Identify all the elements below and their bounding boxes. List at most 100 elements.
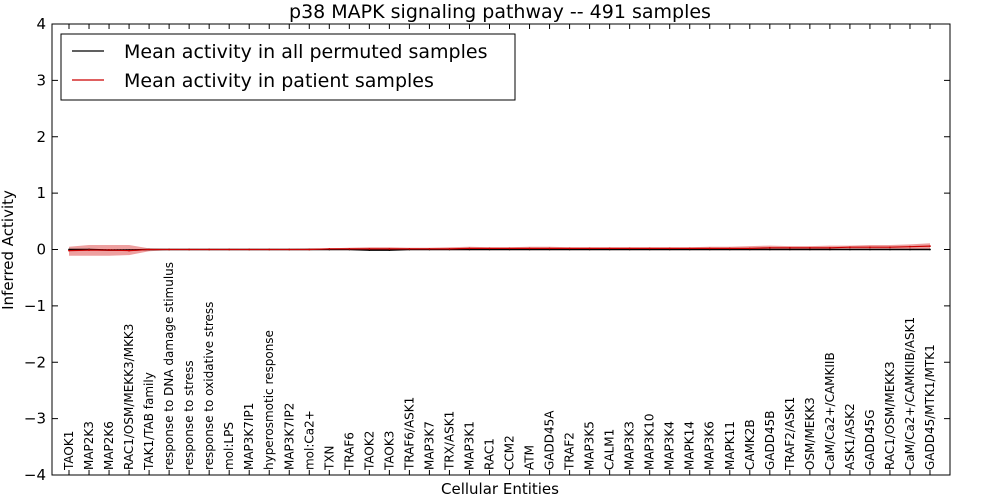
y-tick-label: −4 xyxy=(24,466,46,484)
patient-point xyxy=(688,247,691,250)
x-tick-label: ASK1/ASK2 xyxy=(843,403,857,470)
y-tick-label: 0 xyxy=(36,241,46,259)
x-tick-label: OSM/MEKK3 xyxy=(803,397,817,470)
patient-point xyxy=(408,248,411,250)
x-tick-label: CALM1 xyxy=(603,429,617,470)
y-tick-label: −2 xyxy=(24,353,46,371)
patient-point xyxy=(508,247,511,250)
patient-point xyxy=(748,247,751,250)
patient-point xyxy=(668,247,671,250)
patient-point xyxy=(648,247,651,250)
patient-point xyxy=(428,248,431,250)
x-tick-label: MAP3K3 xyxy=(623,421,637,470)
patient-point xyxy=(708,247,711,250)
x-tick-label: RAC1/OSM/MEKK3/MKK3 xyxy=(122,324,136,470)
x-tick-label: TXN xyxy=(322,445,336,471)
x-tick-label: MAP3K7IP2 xyxy=(282,403,296,470)
y-tick-label: 1 xyxy=(36,184,46,202)
patient-point xyxy=(768,246,771,249)
x-tick-label: MAP3K7 xyxy=(422,421,436,470)
patient-point xyxy=(188,248,191,251)
permuted-point xyxy=(828,248,831,251)
permuted-point xyxy=(849,248,851,251)
x-tick-label: MAP3K1 xyxy=(462,421,476,470)
chart-title: p38 MAPK signaling pathway -- 491 sample… xyxy=(289,1,711,23)
x-tick-label: GADD45A xyxy=(543,410,557,470)
patient-point xyxy=(368,248,371,250)
x-tick-label: hyperosmotic response xyxy=(262,330,276,470)
patient-point xyxy=(929,245,931,248)
x-tick-label: TAK1/TAB family xyxy=(142,372,156,471)
y-tick-label: 2 xyxy=(36,128,46,146)
patient-mean-line xyxy=(68,245,931,252)
x-tick-label: MAP3K10 xyxy=(643,413,657,470)
x-tick-label: GADD45G xyxy=(863,409,877,470)
x-tick-label: mol:Ca2+ xyxy=(302,410,316,470)
x-tick-label: CCM2 xyxy=(503,435,517,470)
patient-point xyxy=(808,246,811,249)
x-tick-label: RAC1/OSM/MEKK3 xyxy=(883,361,897,470)
x-tick-label: CAMK2B xyxy=(743,419,757,470)
patient-point xyxy=(348,248,351,250)
x-tick-label: MAP2K6 xyxy=(102,421,116,470)
patient-point xyxy=(128,249,130,252)
y-tick-label: −3 xyxy=(24,410,46,428)
patient-point xyxy=(88,249,90,251)
patient-point xyxy=(448,248,451,250)
patient-point xyxy=(288,248,291,251)
x-tick-label: MAPK14 xyxy=(683,421,697,470)
patient-point xyxy=(308,248,311,251)
patient-point xyxy=(568,247,571,250)
patient-point xyxy=(108,249,110,251)
y-tick-label: −1 xyxy=(24,297,46,315)
x-tick-label: TRAF6/ASK1 xyxy=(402,397,416,471)
x-tick-label: response to stress xyxy=(182,360,196,470)
x-tick-label: mol:LPS xyxy=(222,422,236,470)
x-tick-label: TRAF2 xyxy=(563,432,577,471)
x-tick-label: MAP3K6 xyxy=(703,421,717,470)
patient-point xyxy=(248,248,251,251)
permuted-point xyxy=(768,248,771,251)
patient-point xyxy=(268,248,271,251)
x-tick-label: MAP3K4 xyxy=(663,421,677,470)
plot-frame xyxy=(51,23,951,476)
x-tick-label: TRAF6 xyxy=(342,432,356,471)
plot-area: −4 −3 −2 −1 0 1 2 3 4 TAOK1 MAP2K3 MAP2K6 RAC1/OSM/M… xyxy=(24,15,950,484)
patient-point xyxy=(588,247,591,250)
x-tick-label: CaM/Ca2+/CAMKIIB/ASK1 xyxy=(903,317,917,470)
patient-point xyxy=(468,247,471,250)
x-tick-label: GADD45/MTK1/MTK1 xyxy=(923,344,937,470)
x-axis-label: Cellular Entities xyxy=(441,480,559,498)
permuted-point xyxy=(788,248,791,251)
x-tick-label: TAOK2 xyxy=(362,431,376,471)
x-tick-label: ATM xyxy=(523,445,537,470)
y-tick-label: 4 xyxy=(36,15,46,33)
patient-point xyxy=(889,246,891,249)
patient-point xyxy=(548,247,551,250)
patient-point xyxy=(728,247,731,250)
x-tick-label: MAP2K3 xyxy=(82,421,96,470)
x-tick-label: TRX/ASK1 xyxy=(442,411,456,471)
permuted-point xyxy=(869,248,871,251)
y-axis-label: Inferred Activity xyxy=(0,190,17,310)
x-tick-label: TAOK3 xyxy=(382,431,396,471)
legend-box xyxy=(60,33,516,101)
patient-point xyxy=(528,247,531,250)
patient-point xyxy=(228,248,231,251)
permuted-point xyxy=(808,248,811,251)
patient-point xyxy=(168,248,171,251)
x-tick-label: MAP3K7IP1 xyxy=(242,403,256,470)
permuted-point xyxy=(889,248,891,251)
patient-point xyxy=(488,247,491,250)
legend-patient-label: Mean activity in patient samples xyxy=(124,70,434,92)
y-tick-label: 3 xyxy=(36,71,46,89)
patient-point xyxy=(628,247,631,250)
patient-point xyxy=(869,246,871,249)
x-tick-label: MAP3K5 xyxy=(583,421,597,470)
legend: Mean activity in all permuted samples Mea… xyxy=(60,33,516,101)
patient-point xyxy=(828,246,831,249)
x-tick-label: response to DNA damage stimulus xyxy=(162,262,176,470)
patient-point xyxy=(148,248,150,251)
patient-point xyxy=(208,248,211,251)
